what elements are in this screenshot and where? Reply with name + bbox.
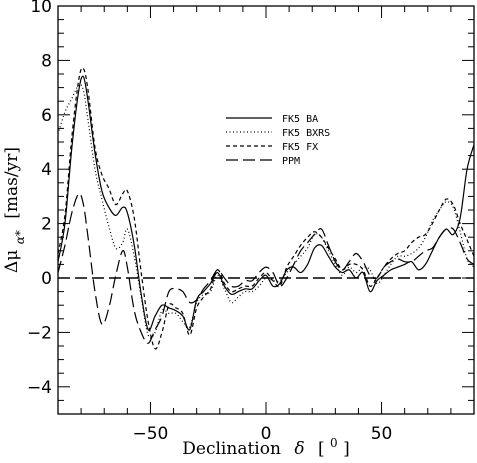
x-axis-label: Declination δ [ 0 ] [182,436,349,459]
y-tick-label: 4 [41,160,52,180]
y-tick-label: 10 [30,0,52,17]
x-axis-label-symbol: δ [294,439,304,459]
series-line-fk5-bxrs [57,83,475,339]
x-axis-unit-open: [ [318,439,325,459]
y-axis-label-text: Δμ [2,250,22,273]
y-axis-label-unit: [mas/yr] [2,147,22,219]
y-tick-label: 0 [41,269,52,289]
x-tick-label: 0 [261,424,272,444]
x-axis-unit: 0 [330,436,338,450]
legend-label-fk5-ba: FK5 BA [282,114,318,125]
x-axis-unit-close: ] [343,439,350,459]
series-layer [57,67,475,350]
series-line-fk5-fx [57,67,475,350]
y-tick-label: −4 [27,378,52,398]
legend-label-fk5-bxrs: FK5 BXRS [282,128,330,139]
plot-frame [57,5,475,415]
ticks-layer: −50 0 50 −4 −2 0 2 4 6 8 10 [27,0,475,444]
x-tick-label: 50 [371,424,393,444]
series-line-ppm [57,192,475,344]
y-axis-label: Δμ α* [mas/yr] [2,147,27,273]
y-tick-label: 6 [41,106,52,126]
y-tick-label: 2 [41,215,52,235]
x-axis-label-text: Declination [182,439,281,459]
legend-label-ppm: PPM [282,156,300,167]
series-line-fk5-ba [57,75,475,331]
y-tick-label: −2 [27,323,52,343]
y-tick-label: 8 [41,51,52,71]
x-tick-label: −50 [132,424,168,444]
legend: FK5 BA FK5 BXRS FK5 FX PPM [226,114,330,167]
legend-label-fk5-fx: FK5 FX [282,142,318,153]
y-axis-label-sub: α* [13,230,27,244]
